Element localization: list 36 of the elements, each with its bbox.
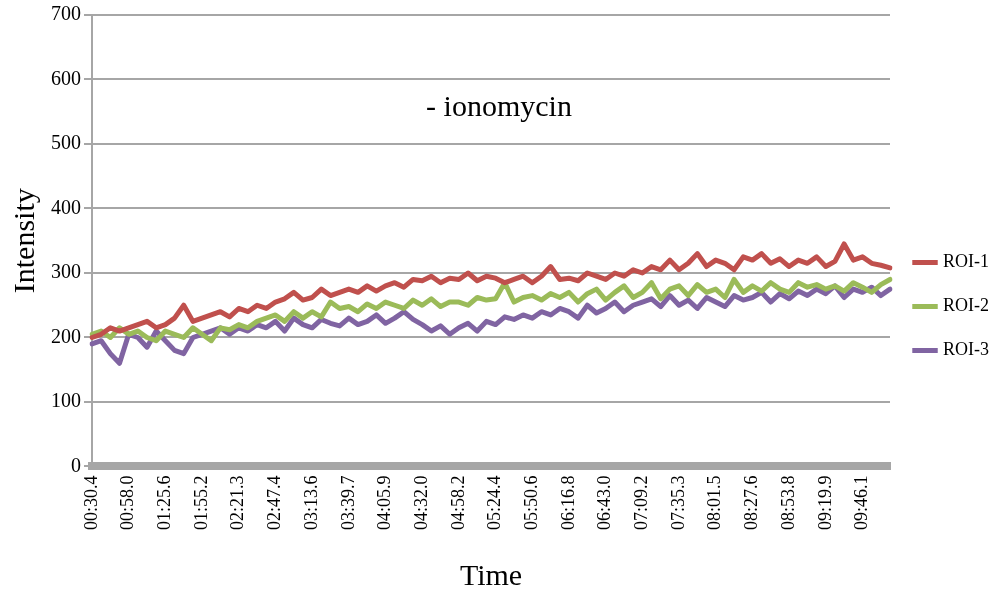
x-tick-label: 09:19.9 xyxy=(814,475,835,531)
x-tick-label: 08:53.8 xyxy=(777,475,798,531)
legend-label: ROI-2 xyxy=(943,295,990,316)
text: - ionomycin xyxy=(426,88,572,122)
y-tick-label: 700 xyxy=(51,2,81,25)
x-tick-label: 01:25.6 xyxy=(154,475,175,531)
legend-label: ROI-3 xyxy=(943,339,990,360)
x-tick-label: 04:05.9 xyxy=(374,475,395,531)
y-tick-label: 300 xyxy=(51,260,81,283)
x-tick-label: 09:46.1 xyxy=(851,475,872,531)
x-tick-label: 08:01.5 xyxy=(704,475,725,531)
x-tick-label: 03:13.6 xyxy=(300,475,321,531)
x-tick-label: 00:58.0 xyxy=(117,475,138,531)
y-axis-title: Intensity xyxy=(6,188,40,294)
y-tick-label: 400 xyxy=(51,195,81,218)
x-tick-label: 08:27.6 xyxy=(741,475,762,531)
x-tick-label: 05:24.4 xyxy=(484,475,505,531)
x-tick-label: 03:39.7 xyxy=(337,475,358,531)
y-tick-label: 500 xyxy=(51,131,81,154)
x-tick-label: 04:58.2 xyxy=(447,475,468,531)
x-tick-label: 06:16.8 xyxy=(557,475,578,531)
x-tick-label: 07:35.3 xyxy=(667,475,688,531)
x-tick-label: 04:32.0 xyxy=(410,475,431,531)
x-tick-label: 07:09.2 xyxy=(631,475,652,531)
y-tick-label: 0 xyxy=(71,453,81,476)
y-tick-label: 200 xyxy=(51,324,81,347)
x-tick-label: 02:21.3 xyxy=(227,475,248,531)
x-tick-label: 02:47.4 xyxy=(264,475,285,531)
x-axis-title: Time xyxy=(459,557,523,591)
x-tick-label: 06:43.0 xyxy=(594,475,615,531)
y-tick-label: 100 xyxy=(51,389,81,412)
x-tick-label: 01:55.2 xyxy=(190,475,211,531)
legend-label: ROI-1 xyxy=(943,251,990,272)
x-tick-label: 00:30.4 xyxy=(80,475,101,531)
y-tick-label: 600 xyxy=(51,66,81,89)
x-tick-label: 05:50.6 xyxy=(521,475,542,531)
